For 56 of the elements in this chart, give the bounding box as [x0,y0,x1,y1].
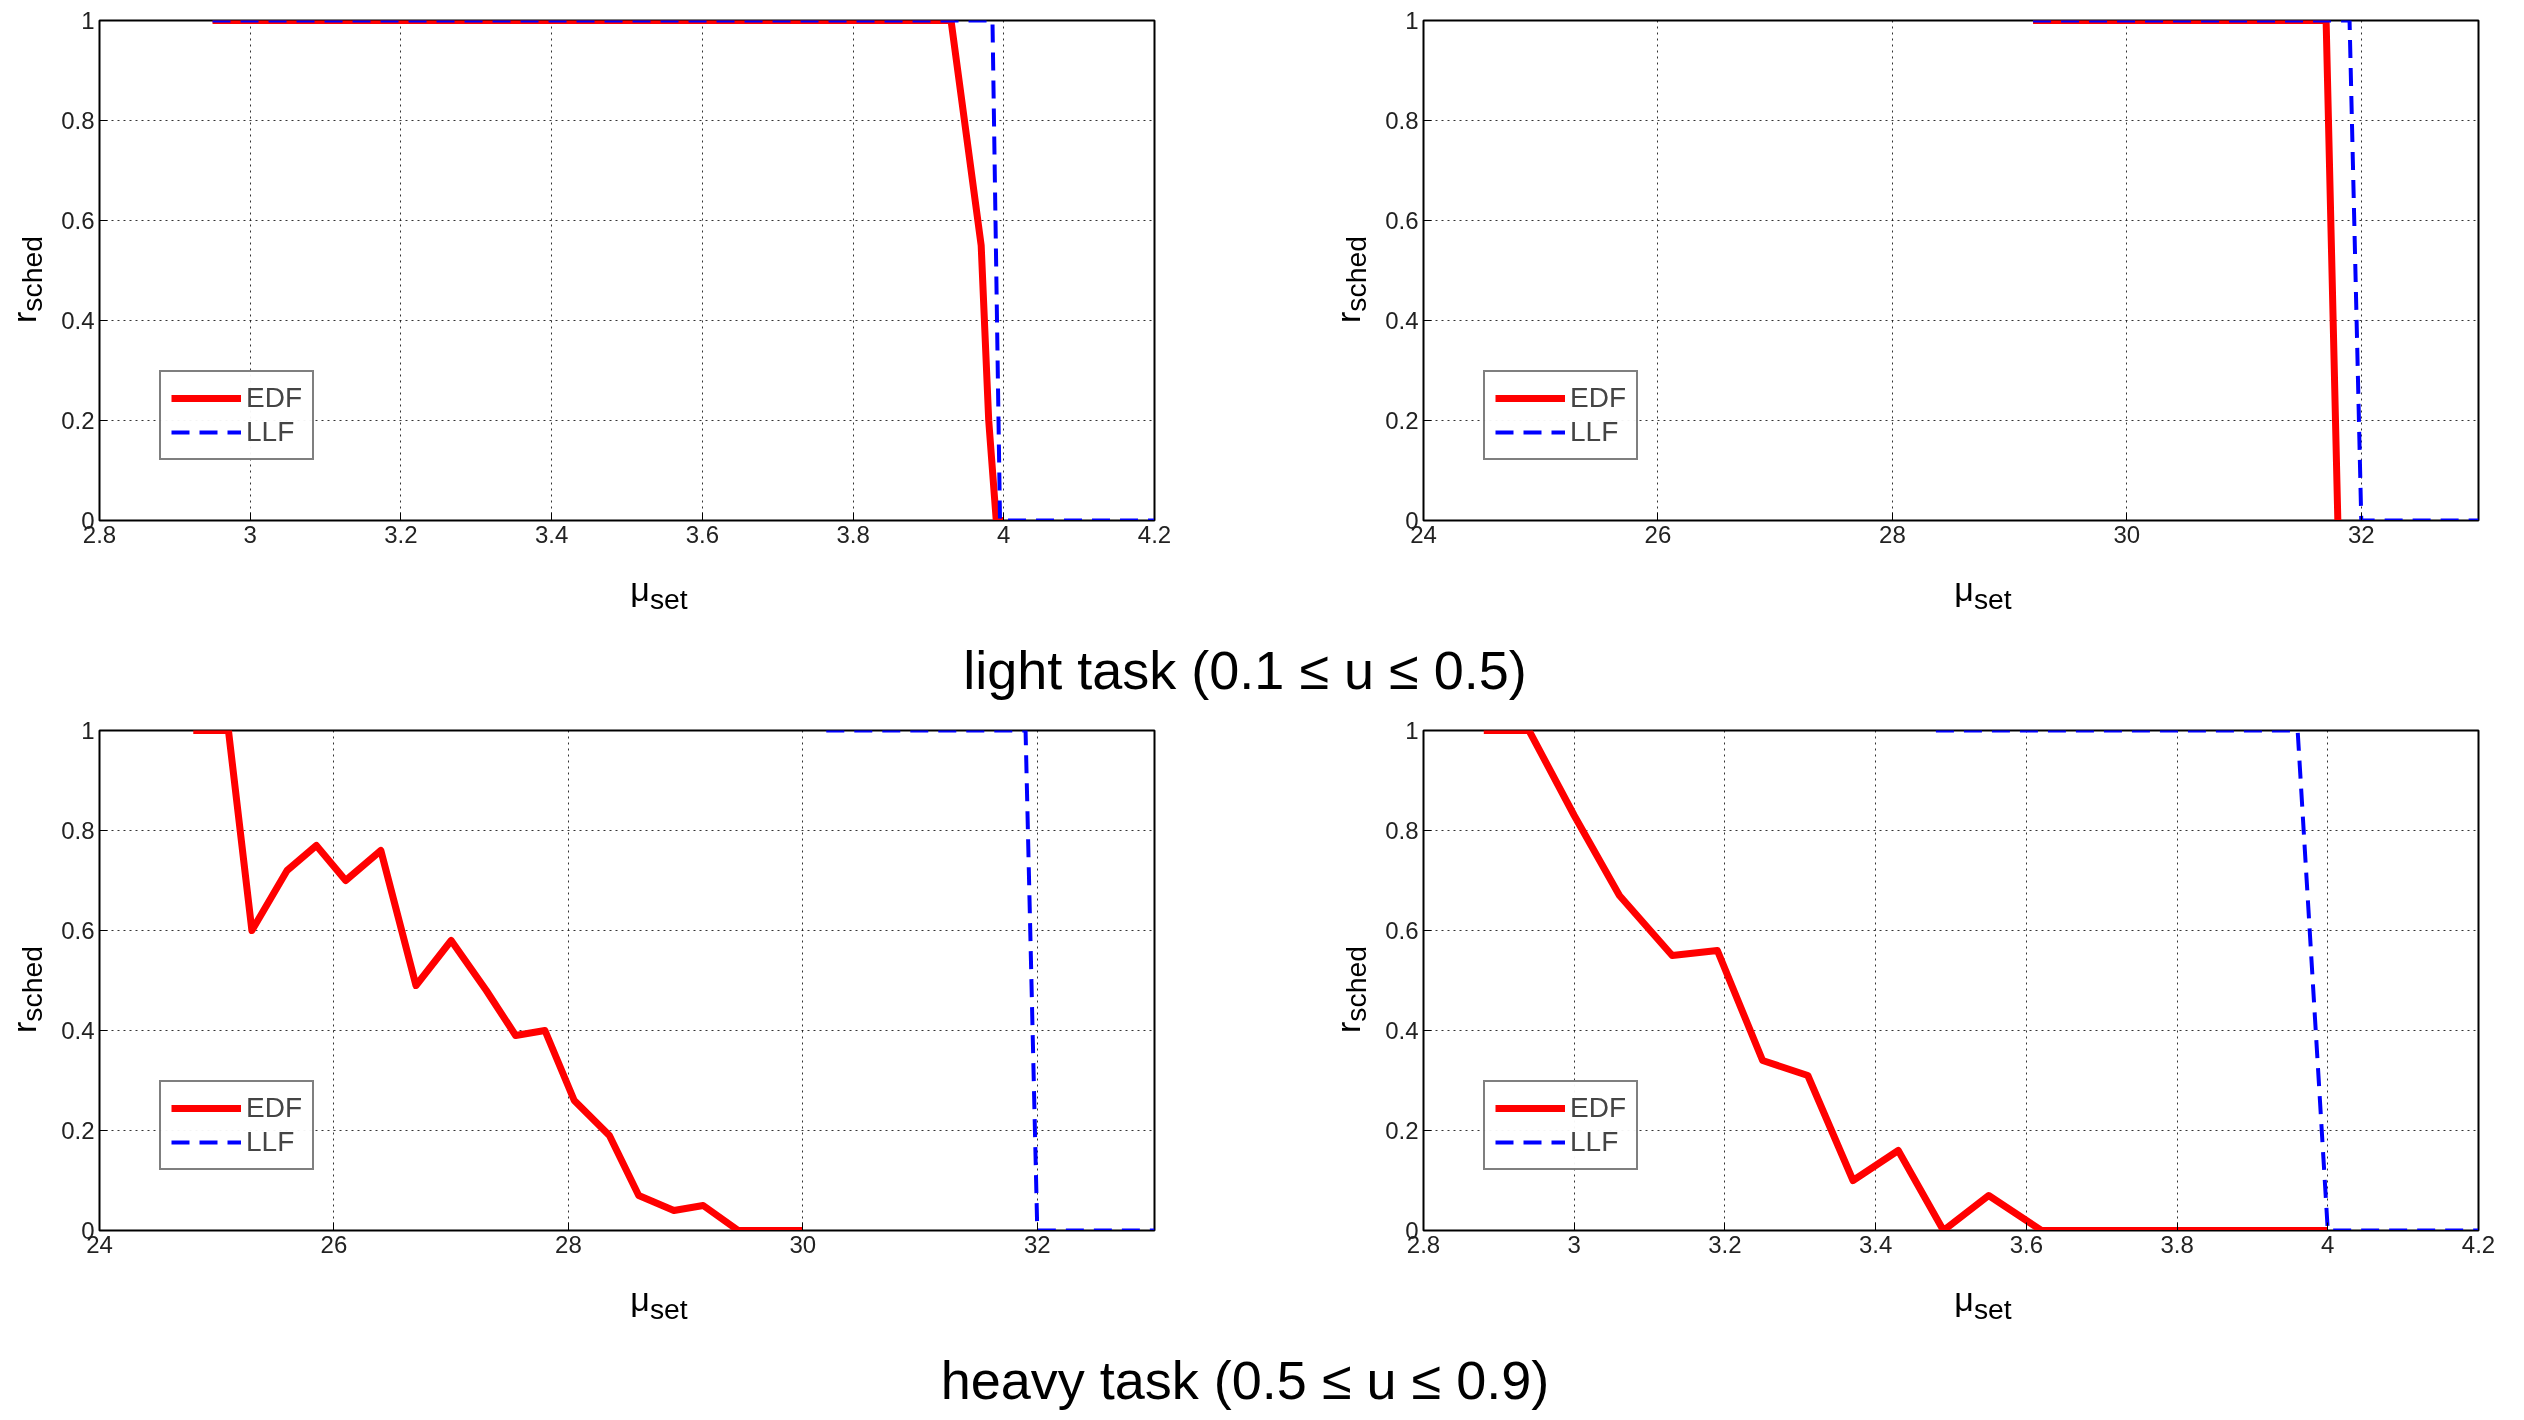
x-tick-label: 3.4 [534,520,569,548]
x-tick-label: 28 [1879,520,1906,548]
x-tick-label: 4.2 [2461,1230,2496,1258]
y-tick-label: 0.2 [1385,1117,1419,1144]
y-tick-label: 0.2 [1385,407,1419,434]
legend-label: LLF [246,416,295,448]
y-tick-label: 0.8 [61,107,95,134]
x-tick-label: 3.8 [836,520,870,548]
y-tick-label: 0.8 [1385,817,1419,844]
y-tick-label: 0.4 [61,307,95,334]
legend-label: EDF [1570,1092,1626,1124]
x-tick-label: 3.2 [384,520,418,548]
x-tick-label: 32 [2347,520,2375,548]
x-tick-label: 28 [555,1230,582,1258]
x-tick-label: 26 [320,1230,348,1258]
y-tick-label: 0.8 [61,817,95,844]
x-axis-title: μ$_{set}$ [630,1279,688,1327]
x-tick-label: 3 [243,520,257,548]
legend-label: EDF [1570,382,1626,414]
x-axis-title: μ$_{set}$ [630,569,688,617]
y-tick-label: 0.4 [61,1017,95,1044]
y-tick-label: 0.6 [61,917,95,944]
y-tick-label: 1 [81,7,95,34]
x-tick-label: 4 [2321,1230,2335,1258]
x-tick-label: 3.6 [685,520,720,548]
y-tick-label: 0.6 [1385,207,1419,234]
x-tick-label: 3.8 [2160,1230,2194,1258]
x-tick-label: 32 [1023,1230,1051,1258]
legend-label: EDF [246,382,302,414]
y-tick-label: 0.6 [1385,917,1419,944]
x-tick-label: 30 [789,1230,817,1258]
y-tick-label: 1 [1405,7,1419,34]
y-tick-label: 0.4 [1385,307,1419,334]
x-tick-label: 4 [997,520,1011,548]
x-axis-title: μ$_{set}$ [1954,1279,2012,1327]
y-tick-label: 0.2 [61,1117,95,1144]
y-tick-label: 1 [1405,717,1419,744]
text: light task (0.1 ≤ u ≤ 0.5) [963,639,1527,702]
legend-label: LLF [1570,416,1619,448]
x-tick-label: 30 [2113,520,2141,548]
legend-label: LLF [1570,1126,1619,1158]
text: heavy task (0.5 ≤ u ≤ 0.9) [940,1349,1550,1412]
x-tick-label: 3.6 [2009,1230,2044,1258]
y-tick-label: 1 [81,717,95,744]
y-tick-label: 0.4 [1385,1017,1419,1044]
x-tick-label: 26 [1644,520,1672,548]
x-tick-label: 3.4 [1858,1230,1893,1258]
y-tick-label: 0.2 [61,407,95,434]
x-tick-label: 3 [1567,1230,1581,1258]
legend-label: LLF [246,1126,295,1158]
legend-label: EDF [246,1092,302,1124]
y-tick-label: 0.8 [1385,107,1419,134]
x-tick-label: 3.2 [1708,1230,1742,1258]
x-axis-title: μ$_{set}$ [1954,569,2012,617]
x-tick-label: 4.2 [1137,520,1172,548]
y-tick-label: 0.6 [61,207,95,234]
